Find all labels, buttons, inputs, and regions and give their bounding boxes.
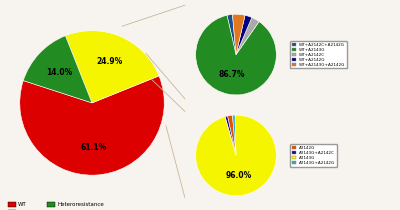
Wedge shape <box>228 115 236 155</box>
Wedge shape <box>20 76 164 175</box>
Legend: A2142G, A2143G+A2142C, A2143G, A2143G+A2142G: A2142G, A2143G+A2142C, A2143G, A2143G+A2… <box>290 144 337 167</box>
Wedge shape <box>232 115 236 155</box>
Wedge shape <box>236 17 259 55</box>
Wedge shape <box>23 36 92 103</box>
Wedge shape <box>232 14 245 55</box>
Wedge shape <box>196 15 276 95</box>
Legend: WT+A2142C+A2142G, WT+A2143G, WT+A2142C, WT+A2142G, WT+A2143G+A2142G: WT+A2142C+A2142G, WT+A2143G, WT+A2142C, … <box>290 41 347 68</box>
Wedge shape <box>236 15 252 55</box>
Legend: WT, Mutation, Heteroresistance: WT, Mutation, Heteroresistance <box>5 200 106 210</box>
Wedge shape <box>227 14 236 55</box>
Text: 86.7%: 86.7% <box>219 70 245 79</box>
Wedge shape <box>225 116 236 155</box>
Text: 14.0%: 14.0% <box>46 68 72 77</box>
Text: 61.1%: 61.1% <box>80 143 107 152</box>
Wedge shape <box>196 115 276 196</box>
Text: 24.9%: 24.9% <box>96 57 123 66</box>
Wedge shape <box>66 31 159 103</box>
Text: 96.0%: 96.0% <box>226 171 252 180</box>
